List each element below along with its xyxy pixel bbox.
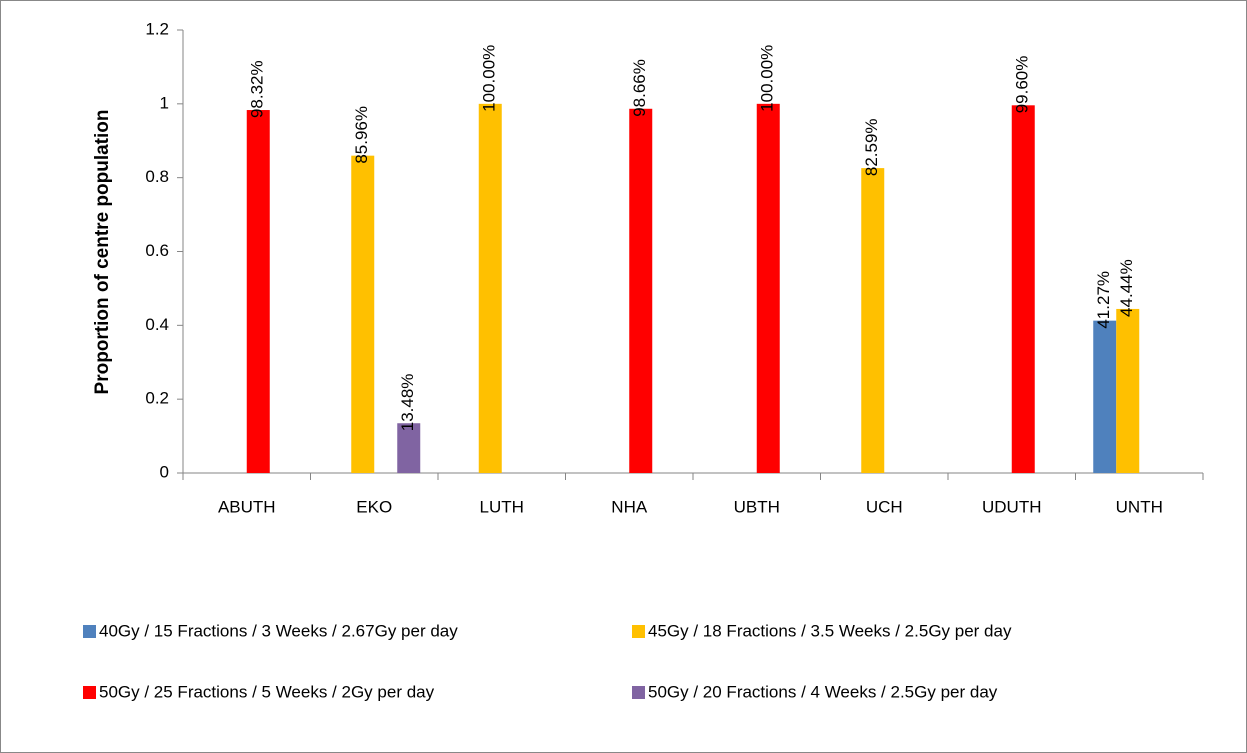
x-tick-label: EKO [356, 497, 392, 516]
value-label: 99.60% [1013, 56, 1032, 114]
legend-label: 50Gy / 20 Fractions / 4 Weeks / 2.5Gy pe… [648, 682, 998, 701]
bar [756, 103, 780, 473]
bar [478, 103, 502, 473]
x-tick-label: UCH [866, 497, 903, 516]
value-label: 98.32% [248, 60, 267, 118]
x-tick-label: UBTH [734, 497, 780, 516]
y-axis-title: Proportion of centre population [92, 110, 113, 395]
legend-swatch [83, 686, 96, 699]
bar [861, 168, 885, 473]
bar [246, 110, 270, 473]
value-label: 100.00% [758, 45, 777, 112]
y-tick-label: 0.6 [145, 241, 169, 260]
value-label: 41.27% [1094, 271, 1113, 329]
y-tick-label: 0.8 [145, 167, 169, 186]
legend-swatch [632, 625, 645, 638]
value-label: 82.59% [862, 118, 881, 176]
y-tick-label: 1 [160, 93, 169, 112]
legend-swatch [632, 686, 645, 699]
y-tick-label: 0.2 [145, 389, 169, 408]
x-tick-label: ABUTH [218, 497, 276, 516]
value-label: 98.66% [630, 59, 649, 117]
x-tick-label: LUTH [480, 497, 524, 516]
bar [1116, 308, 1140, 473]
legend-swatch [83, 625, 96, 638]
bar [397, 423, 421, 473]
legend-label: 40Gy / 15 Fractions / 3 Weeks / 2.67Gy p… [99, 621, 458, 640]
bar [629, 108, 653, 474]
value-label: 44.44% [1117, 259, 1136, 317]
value-label: 85.96% [352, 106, 371, 164]
y-tick-label: 0 [160, 462, 169, 481]
legend-label: 45Gy / 18 Fractions / 3.5 Weeks / 2.5Gy … [648, 621, 1012, 640]
y-tick-label: 1.2 [145, 19, 169, 38]
legend-label: 50Gy / 25 Fractions / 5 Weeks / 2Gy per … [99, 682, 435, 701]
y-tick-label: 0.4 [145, 315, 169, 334]
value-label: 100.00% [480, 45, 499, 112]
bar [1093, 320, 1117, 473]
bar [351, 155, 375, 473]
x-tick-label: UDUTH [982, 497, 1042, 516]
bar [1011, 105, 1035, 473]
value-label: 13.48% [398, 374, 417, 432]
x-tick-label: UNTH [1116, 497, 1163, 516]
x-tick-label: NHA [611, 497, 648, 516]
